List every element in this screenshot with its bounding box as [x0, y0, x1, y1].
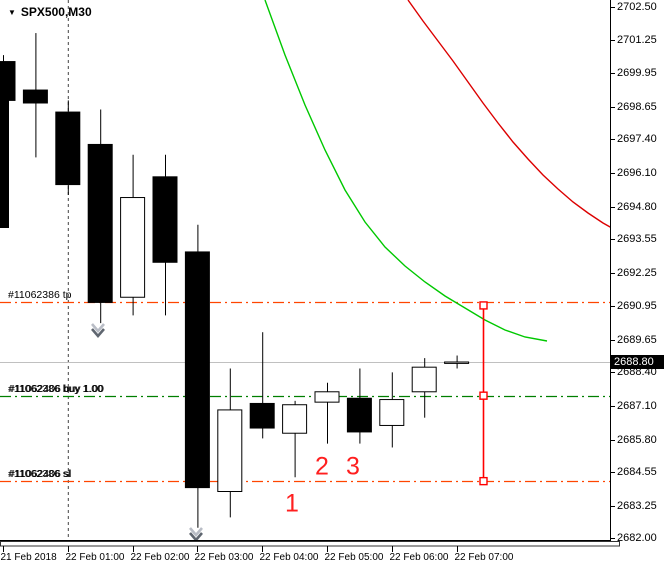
time-tick-label: 22 Feb 05:00	[324, 552, 384, 563]
drag-handle-square[interactable]	[479, 301, 488, 310]
drag-handle-square[interactable]	[479, 391, 488, 400]
price-tick-label: 2698.65	[617, 100, 657, 113]
candle-body-bear	[55, 111, 81, 186]
time-tick-label: 22 Feb 01:00	[65, 552, 125, 563]
price-tick-label: 2701.25	[617, 33, 657, 46]
drag-handle-square[interactable]	[479, 476, 488, 486]
annotation-number-1[interactable]: 1	[285, 489, 299, 518]
candle-body-bear	[184, 251, 210, 489]
time-tick-label: 22 Feb 07:00	[454, 552, 514, 563]
candle-body-bull	[411, 366, 437, 393]
price-tick-label: 2696.10	[617, 166, 657, 179]
annotation-number-2[interactable]: 2	[315, 452, 329, 481]
candle-body-bull	[282, 404, 308, 434]
down-arrow-icon[interactable]	[91, 323, 105, 333]
price-tick-label: 2690.95	[617, 299, 657, 312]
symbol-label: ▼ SPX500,M30	[8, 5, 92, 19]
time-tick-label: 22 Feb 02:00	[130, 552, 190, 563]
time-tick-label: 22 Feb 04:00	[259, 552, 319, 563]
candle-body-bear	[87, 143, 113, 303]
dropdown-arrow-icon[interactable]: ▼	[8, 7, 16, 17]
candle-body-bull	[379, 399, 405, 426]
price-tick-label: 2697.40	[617, 132, 657, 145]
price-tick-label: 2702.50	[617, 0, 657, 13]
ma-slow-red-curve	[407, 0, 610, 228]
candle-body-bear	[249, 402, 275, 429]
candle-body-bear	[0, 61, 16, 101]
candle-body-bear	[152, 176, 178, 263]
down-arrow-icon[interactable]	[189, 527, 203, 537]
horizontal-scrollbar[interactable]	[0, 541, 620, 547]
order-line-label-sl[interactable]: #11062386 sl	[8, 467, 71, 480]
down-arrow-icon[interactable]	[91, 328, 105, 338]
price-tick-label: 2689.65	[617, 333, 657, 346]
candle-body-bear	[22, 89, 48, 104]
price-tick-label: 2683.25	[617, 499, 657, 512]
time-tick-label: 22 Feb 06:00	[389, 552, 449, 563]
ma-fast-green-curve	[264, 0, 548, 342]
candle-body-bull	[314, 391, 340, 403]
price-tick-label: 2685.80	[617, 433, 657, 446]
current-price-tag: 2688.80	[611, 355, 664, 369]
candle-body-bull	[444, 361, 470, 364]
candle-body-bull	[217, 409, 243, 493]
price-tick-label: 2687.10	[617, 399, 657, 412]
price-tick-label: 2692.25	[617, 266, 657, 279]
candle-body-bear	[346, 397, 372, 433]
order-line-label-buy[interactable]: #11062386 buy 1.00	[8, 382, 103, 395]
clipped-candle-bar	[0, 62, 9, 228]
price-tick-label: 2699.95	[617, 66, 657, 79]
price-tick-label: 2693.55	[617, 232, 657, 245]
time-tick-label: 21 Feb 2018	[0, 552, 57, 563]
order-line-label-tp[interactable]: #11062386 tp	[8, 288, 72, 301]
price-tick-label: 2684.55	[617, 465, 657, 478]
time-tick-label: 22 Feb 03:00	[194, 552, 254, 563]
candle-body-bull	[120, 197, 146, 298]
order-line-label-sl[interactable]: #11062406 sl	[9, 467, 72, 480]
price-tick-label: 2682.00	[617, 531, 657, 544]
order-line-label-buy[interactable]: #11062406 buy 1.00	[9, 382, 104, 395]
annotation-number-3[interactable]: 3	[346, 452, 360, 481]
price-tick-label: 2694.80	[617, 200, 657, 213]
symbol-timeframe-text: SPX500,M30	[20, 5, 92, 19]
